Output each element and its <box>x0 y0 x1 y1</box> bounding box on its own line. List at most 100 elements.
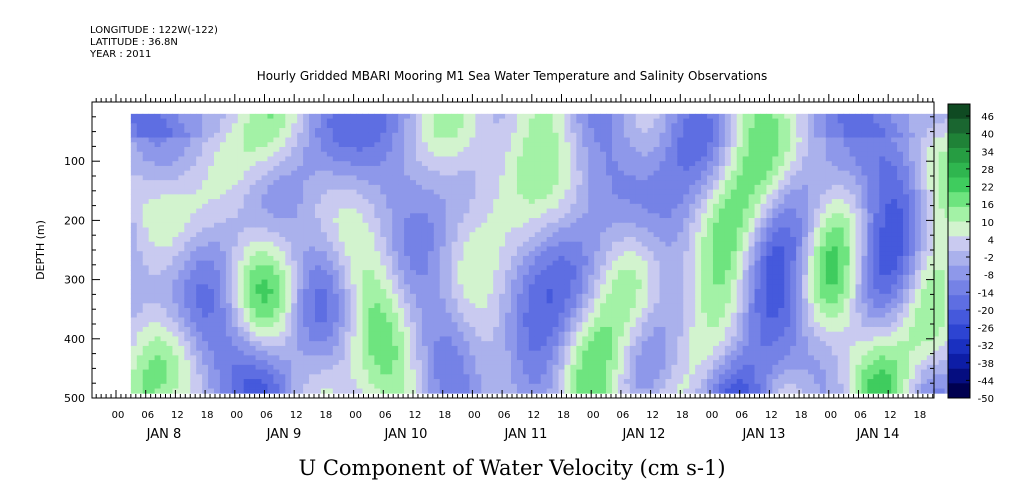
heatmap-cell <box>398 208 405 214</box>
heatmap-cell <box>320 260 328 266</box>
heatmap-cell <box>611 132 619 138</box>
heatmap-cell <box>392 326 399 333</box>
heatmap-cell <box>148 189 156 195</box>
heatmap-cell <box>380 232 387 238</box>
heatmap-cell <box>427 383 435 389</box>
heatmap-cell <box>338 260 346 266</box>
heatmap-cell <box>516 345 524 352</box>
heatmap-cell <box>427 132 435 138</box>
heatmap-cell <box>356 161 363 167</box>
heatmap-cell <box>285 317 292 323</box>
heatmap-cell <box>410 350 417 356</box>
heatmap-cell <box>493 227 500 233</box>
heatmap-cell <box>178 364 185 370</box>
heatmap-cell <box>611 350 619 356</box>
heatmap-cell <box>130 236 138 243</box>
heatmap-cell <box>487 279 494 285</box>
heatmap-cell <box>552 303 559 309</box>
heatmap-cell <box>546 388 553 394</box>
heatmap-cell <box>160 379 167 385</box>
heatmap-cell <box>505 156 512 162</box>
heatmap-cell <box>368 374 375 380</box>
heatmap-cell <box>255 175 262 181</box>
heatmap-cell <box>136 374 144 380</box>
heatmap-cell <box>225 241 233 247</box>
heatmap-cell <box>475 303 482 309</box>
heatmap-cell <box>332 270 340 276</box>
heatmap-cell <box>344 364 352 370</box>
heatmap-cell <box>380 317 387 323</box>
heatmap-cell <box>457 298 464 304</box>
heatmap-cell <box>576 194 583 200</box>
heatmap-cell <box>439 274 447 280</box>
heatmap-cell <box>570 208 577 214</box>
heatmap-cell <box>297 274 304 280</box>
heatmap-cell <box>451 151 458 157</box>
heatmap-cell <box>142 303 150 309</box>
heatmap-cell <box>362 165 369 172</box>
heatmap-cell <box>362 156 369 162</box>
heatmap-cell <box>499 218 506 224</box>
heatmap-cell <box>392 260 399 266</box>
heatmap-cell <box>623 170 631 176</box>
heatmap-cell <box>356 255 363 262</box>
heatmap-cell <box>291 331 298 337</box>
heatmap-cell <box>606 123 613 129</box>
heatmap-cell <box>576 289 583 295</box>
heatmap-cell <box>534 360 542 366</box>
heatmap-cell <box>451 180 458 186</box>
heatmap-cell <box>516 293 524 299</box>
heatmap-cell <box>481 118 488 124</box>
heatmap-cell <box>421 383 429 389</box>
heatmap-cell <box>148 170 156 176</box>
heatmap-cell <box>463 203 470 209</box>
heatmap-cell <box>285 255 292 262</box>
heatmap-cell <box>303 146 310 153</box>
heatmap-cell <box>493 151 500 157</box>
heatmap-cell <box>338 279 346 285</box>
heatmap-cell <box>261 113 268 119</box>
heatmap-cell <box>427 113 435 119</box>
heatmap-cell <box>190 246 197 252</box>
heatmap-cell <box>594 218 601 224</box>
heatmap-cell <box>332 241 340 247</box>
heatmap-cell <box>273 156 280 162</box>
heatmap-cell <box>356 289 363 295</box>
heatmap-cell <box>469 232 476 238</box>
heatmap-cell <box>516 232 524 238</box>
heatmap-cell <box>439 128 447 134</box>
heatmap-cell <box>160 255 167 262</box>
heatmap-cell <box>285 322 292 328</box>
heatmap-cell <box>184 265 191 271</box>
heatmap-cell <box>320 189 328 195</box>
heatmap-cell <box>267 379 274 385</box>
heatmap-cell <box>202 165 209 172</box>
heatmap-cell <box>469 369 476 375</box>
heatmap-cell <box>511 255 518 262</box>
heatmap-cell <box>225 123 233 129</box>
heatmap-cell <box>463 161 470 167</box>
heatmap-cell <box>451 312 458 318</box>
heatmap-cell <box>202 123 209 129</box>
heatmap-cell <box>362 137 369 143</box>
heatmap-cell <box>267 374 274 380</box>
heatmap-cell <box>558 189 565 195</box>
heatmap-cell <box>148 383 156 389</box>
heatmap-cell <box>208 341 215 347</box>
heatmap-cell <box>350 317 357 323</box>
heatmap-cell <box>219 208 227 214</box>
heatmap-cell <box>540 350 548 356</box>
heatmap-cell <box>398 118 405 124</box>
heatmap-cell <box>457 180 464 186</box>
heatmap-cell <box>623 383 631 389</box>
heatmap-cell <box>362 203 369 209</box>
heatmap-cell <box>445 364 453 370</box>
heatmap-cell <box>546 241 553 247</box>
heatmap-cell <box>237 364 245 370</box>
heatmap-cell <box>481 213 488 219</box>
heatmap-cell <box>629 156 637 162</box>
heatmap-cell <box>493 180 500 186</box>
heatmap-cell <box>154 222 161 228</box>
heatmap-cell <box>136 331 144 337</box>
heatmap-cell <box>142 118 150 124</box>
